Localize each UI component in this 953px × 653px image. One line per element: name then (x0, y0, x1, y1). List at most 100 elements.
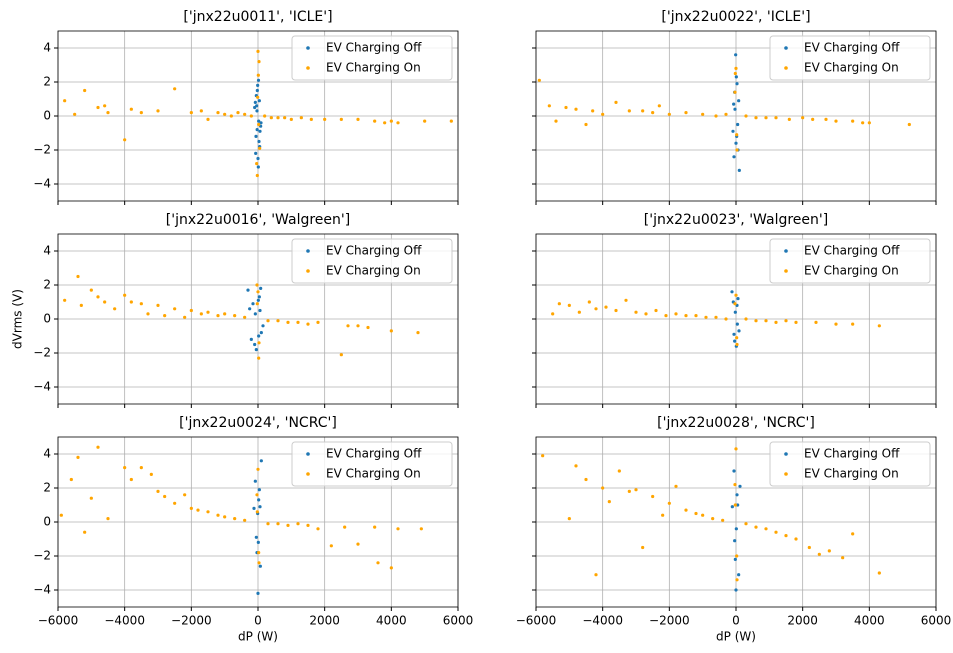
legend-label: EV Charging On (804, 61, 899, 75)
chart-title: ['jnx22u0016', 'Walgreen'] (166, 212, 350, 228)
point (807, 545, 811, 550)
point (824, 117, 828, 121)
point (564, 105, 568, 110)
y-tick-label: 4 (43, 244, 51, 258)
axes-frame (57, 436, 459, 608)
point (735, 82, 739, 86)
point (261, 324, 265, 328)
legend-marker (306, 46, 310, 50)
point (139, 111, 143, 115)
point (774, 116, 778, 120)
point (249, 337, 253, 341)
point (744, 317, 748, 321)
point (754, 525, 758, 529)
point (591, 109, 595, 113)
point (183, 493, 187, 497)
point (255, 128, 259, 132)
point (257, 122, 261, 127)
point (733, 71, 737, 76)
point (255, 493, 259, 497)
point (730, 505, 734, 509)
point (373, 525, 377, 529)
point (149, 472, 153, 476)
point (196, 508, 200, 512)
point (907, 122, 911, 127)
point (259, 459, 263, 463)
legend-label: EV Charging Off (804, 41, 900, 55)
point (163, 494, 167, 499)
x-tick-label: 6000 (443, 614, 474, 628)
point (614, 100, 618, 104)
point (736, 297, 740, 301)
point (216, 314, 220, 318)
point (574, 464, 578, 468)
legend-box (291, 238, 453, 284)
point (229, 114, 233, 118)
x-tick-label: 2000 (787, 614, 818, 628)
point (654, 308, 658, 313)
point (601, 112, 605, 116)
x-tick-label: 2000 (309, 614, 340, 628)
point (73, 112, 77, 116)
point (255, 510, 259, 514)
point (283, 116, 287, 120)
point (601, 486, 605, 490)
y-tick-label: 2 (43, 481, 51, 495)
point (223, 312, 227, 316)
point (259, 121, 263, 125)
point (306, 523, 310, 528)
point (256, 165, 260, 169)
point (764, 116, 768, 120)
point (627, 489, 631, 493)
point (156, 303, 160, 307)
point (733, 503, 737, 507)
point (216, 513, 220, 517)
point (784, 534, 788, 538)
point (253, 479, 257, 483)
x-axis-label: dP (W) (238, 630, 278, 644)
point (754, 116, 758, 120)
point (129, 300, 133, 304)
y-tick-label: 2 (43, 278, 51, 292)
x-tick-label: 0 (254, 614, 262, 628)
point (146, 312, 150, 316)
y-tick-label: 4 (43, 41, 51, 55)
point (173, 501, 177, 505)
point (584, 477, 588, 482)
point (356, 542, 360, 546)
point (423, 119, 427, 123)
point (256, 540, 260, 545)
chart-title: ['jnx22u0022', 'ICLE'] (661, 9, 810, 25)
point (258, 564, 262, 568)
point (737, 168, 741, 172)
point (594, 573, 598, 577)
point (684, 314, 688, 318)
point (714, 315, 718, 319)
point (764, 527, 768, 531)
point (257, 561, 261, 565)
point (584, 122, 588, 127)
point (701, 112, 705, 116)
point (323, 117, 327, 121)
point (139, 466, 143, 470)
point (834, 119, 838, 123)
point (604, 305, 608, 309)
legend-marker (784, 472, 788, 476)
point (801, 116, 805, 120)
chart-title: ['jnx22u0024', 'NCRC'] (179, 415, 337, 431)
axes-frame (535, 30, 937, 202)
point (877, 324, 881, 328)
point (306, 322, 310, 326)
point (106, 111, 110, 115)
point (567, 517, 571, 521)
legend-label: EV Charging Off (804, 244, 900, 258)
point (103, 300, 107, 304)
point (867, 121, 871, 125)
point (233, 517, 237, 521)
point (63, 298, 67, 302)
point (627, 109, 631, 113)
point (634, 310, 638, 314)
point (76, 455, 80, 459)
point (721, 518, 725, 522)
point (737, 573, 741, 577)
